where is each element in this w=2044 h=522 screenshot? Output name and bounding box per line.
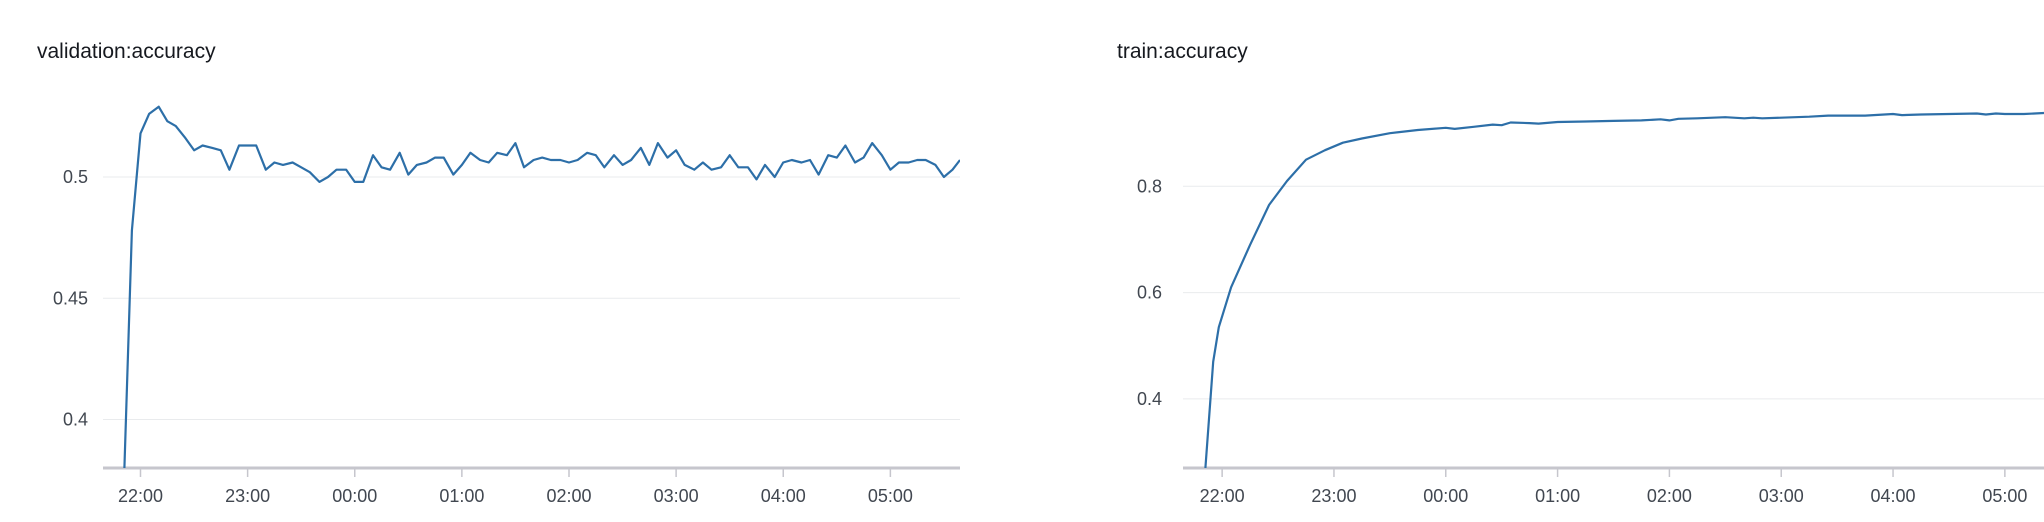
x-tick-label: 01:00 [439,486,484,506]
x-tick-label: 04:00 [761,486,806,506]
chart-panel-train: train:accuracy 0.4 0.6 0.8 22:00 23:00 00:00 0… [1080,0,2044,522]
x-tick-label: 23:00 [1311,486,1356,506]
x-tick-label: 23:00 [225,486,270,506]
y-tick-label: 0.4 [1137,389,1162,409]
chart-title: train:accuracy [1117,40,1248,63]
line-chart: 0.4 0.6 0.8 22:00 23:00 00:00 01:00 02:00 03:00 0… [1137,111,2044,506]
x-tick-label: 00:00 [332,486,377,506]
x-tick-label: 02:00 [546,486,591,506]
x-tick-label: 05:00 [1982,486,2027,506]
x-tick-label: 03:00 [654,486,699,506]
x-tick-label: 22:00 [118,486,163,506]
x-tick-label: 04:00 [1871,486,1916,506]
y-tick-label: 0.45 [53,288,88,308]
x-tick-label: 00:00 [1423,486,1468,506]
chart-panel-validation: validation:accuracy 0.4 0.45 0.5 22:00 23:00… [0,0,1000,522]
y-tick-label: 0.6 [1137,283,1162,303]
x-tick-label: 02:00 [1647,486,1692,506]
series-line [1204,111,2044,468]
line-chart: 0.4 0.45 0.5 22:00 23:00 00:00 01:00 02:00 03:00… [53,105,960,506]
y-tick-label: 0.4 [63,410,88,430]
x-tick-label: 03:00 [1759,486,1804,506]
chart-title: validation:accuracy [37,40,216,63]
x-tick-label: 05:00 [868,486,913,506]
x-tick-label: 22:00 [1200,486,1245,506]
series-line [123,105,960,468]
y-tick-label: 0.8 [1137,176,1162,196]
y-tick-label: 0.5 [63,167,88,187]
x-tick-label: 01:00 [1535,486,1580,506]
